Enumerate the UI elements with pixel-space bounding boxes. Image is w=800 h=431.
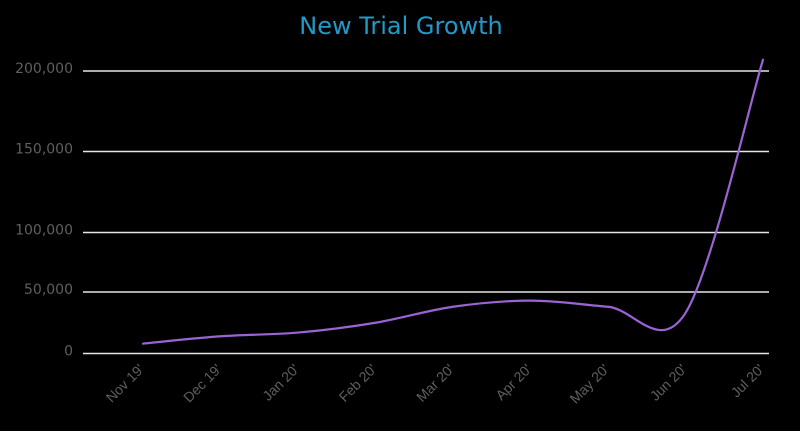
y-tick-label: 200,000 [15,61,73,77]
x-tick-label: Apr 20' [492,361,534,403]
x-tick-label: Jun 20' [647,361,690,404]
y-tick-label: 100,000 [15,223,73,239]
y-tick-label: 0 [64,344,73,360]
y-tick-label: 150,000 [15,142,73,158]
x-tick-label: Nov 19' [103,361,148,406]
x-tick-label: May 20' [566,361,612,407]
x-tick-label: Mar 20' [413,361,457,405]
y-axis-labels: 0 50,000 100,000 150,000 200,000 [15,61,73,360]
x-tick-label: Jul 20' [728,361,768,401]
series-line-new-trials [141,58,765,345]
chart-title: New Trial Growth [299,12,503,40]
x-tick-label: Jan 20' [259,361,302,404]
y-tick-label: 50,000 [24,282,73,298]
gridlines [83,70,769,355]
x-tick-label: Feb 20' [336,361,380,405]
x-tick-label: Dec 19' [180,361,225,406]
x-axis-labels: Nov 19' Dec 19' Jan 20' Feb 20' Mar 20' Apr 2… [103,361,768,407]
